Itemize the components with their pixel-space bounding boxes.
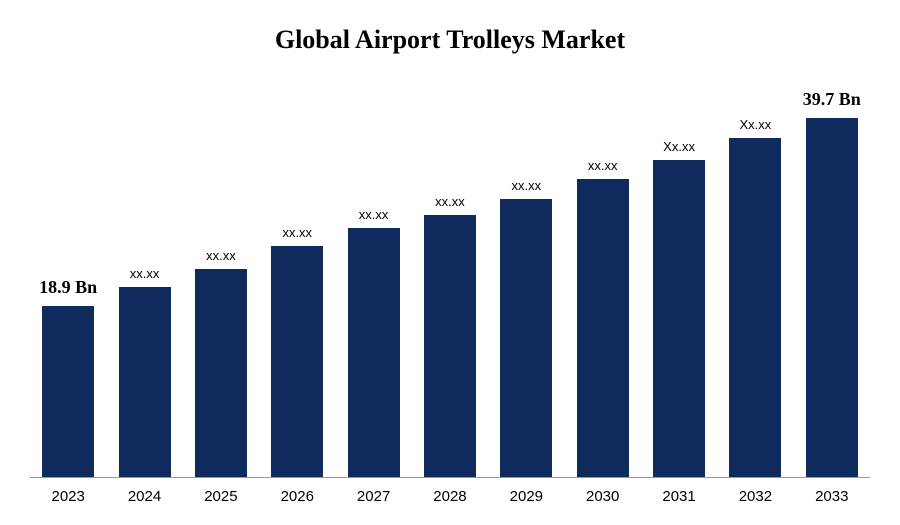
x-axis-label: 2023	[30, 488, 106, 505]
chart-title: Global Airport Trolleys Market	[30, 25, 870, 55]
plot-area: 18.9 Bnxx.xxxx.xxxx.xxxx.xxxx.xxxx.xxxx.…	[30, 70, 870, 478]
bar-group: 18.9 Bn	[30, 70, 106, 477]
bar	[195, 269, 247, 477]
x-axis-label: 2024	[106, 488, 182, 505]
bars-row: 18.9 Bnxx.xxxx.xxxx.xxxx.xxxx.xxxx.xxxx.…	[30, 70, 870, 477]
bar-group: 39.7 Bn	[794, 70, 870, 477]
chart-container: Global Airport Trolleys Market 18.9 Bnxx…	[0, 0, 900, 525]
bar-value-label: Xx.xx	[641, 139, 717, 154]
x-axis-label: 2028	[412, 488, 488, 505]
bar-group: xx.xx	[412, 70, 488, 477]
bar	[348, 228, 400, 477]
x-axis: 2023202420252026202720282029203020312032…	[30, 478, 870, 505]
bar	[42, 306, 94, 477]
bar-group: xx.xx	[565, 70, 641, 477]
bar	[119, 287, 171, 477]
x-axis-label: 2027	[335, 488, 411, 505]
bar-value-label: 39.7 Bn	[794, 89, 870, 110]
x-axis-label: 2029	[488, 488, 564, 505]
x-axis-label: 2030	[565, 488, 641, 505]
bar	[729, 138, 781, 477]
x-axis-label: 2025	[183, 488, 259, 505]
x-axis-label: 2031	[641, 488, 717, 505]
x-axis-label: 2032	[717, 488, 793, 505]
bar-group: xx.xx	[106, 70, 182, 477]
bar-value-label: Xx.xx	[717, 117, 793, 132]
bar	[424, 215, 476, 477]
bar-group: xx.xx	[259, 70, 335, 477]
bar-value-label: xx.xx	[106, 266, 182, 281]
x-axis-label: 2033	[794, 488, 870, 505]
bar-value-label: 18.9 Bn	[30, 277, 106, 298]
bar-value-label: xx.xx	[488, 178, 564, 193]
bar-value-label: xx.xx	[183, 248, 259, 263]
bar-value-label: xx.xx	[259, 225, 335, 240]
bar	[653, 160, 705, 477]
bar	[500, 199, 552, 477]
bar-value-label: xx.xx	[335, 207, 411, 222]
bar-value-label: xx.xx	[412, 194, 488, 209]
bar-group: Xx.xx	[717, 70, 793, 477]
bar	[577, 179, 629, 477]
bar-group: xx.xx	[183, 70, 259, 477]
bar-group: xx.xx	[335, 70, 411, 477]
x-axis-label: 2026	[259, 488, 335, 505]
bar-value-label: xx.xx	[565, 158, 641, 173]
bar	[806, 118, 858, 477]
bar-group: Xx.xx	[641, 70, 717, 477]
bar	[271, 246, 323, 477]
bar-group: xx.xx	[488, 70, 564, 477]
